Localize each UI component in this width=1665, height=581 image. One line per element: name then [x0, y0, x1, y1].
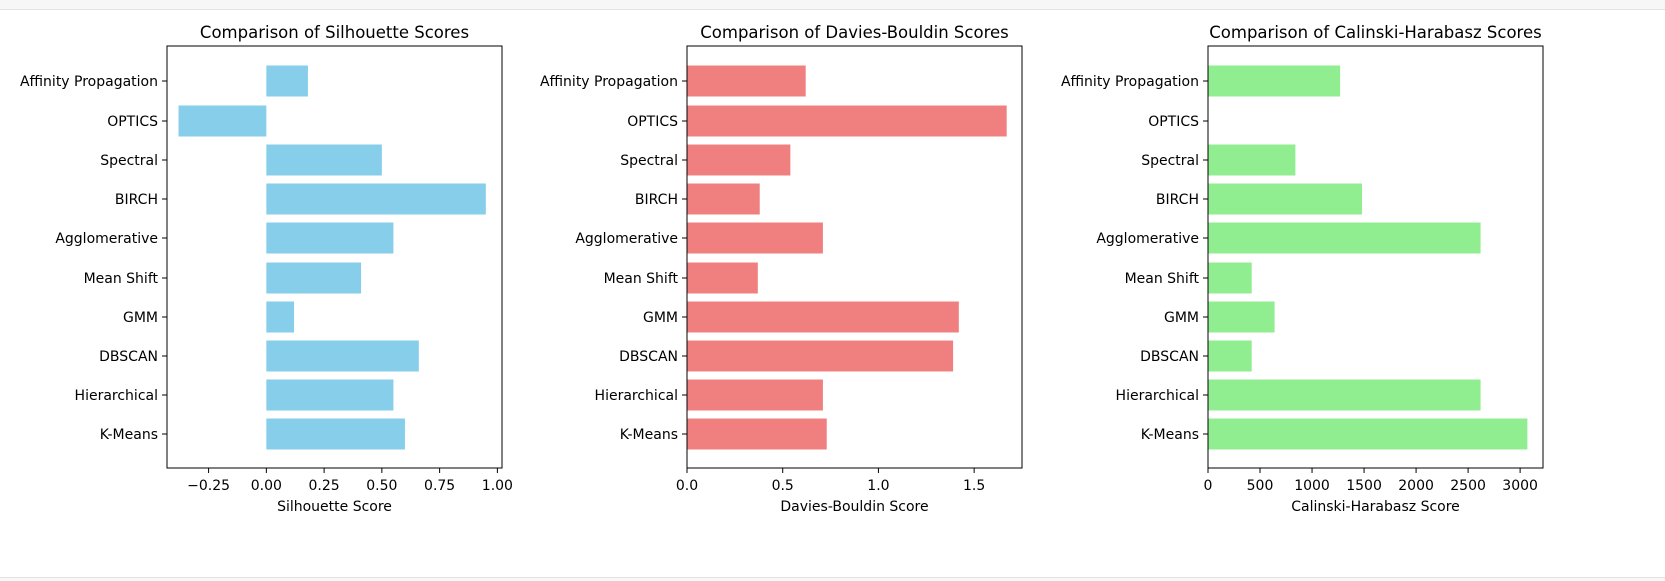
chart-title: Comparison of Davies-Bouldin Scores	[700, 23, 1009, 42]
bar-affinity-propagation	[687, 65, 806, 97]
bar-mean-shift	[266, 262, 362, 294]
y-tick-label: Mean Shift	[84, 271, 159, 287]
x-tick-label: 500	[1247, 478, 1274, 494]
x-tick-label: 2500	[1450, 478, 1486, 494]
bar-affinity-propagation	[1208, 65, 1341, 97]
bar-agglomerative	[266, 222, 394, 254]
plot-frame	[686, 45, 1023, 469]
bar-birch	[687, 183, 760, 215]
bar-spectral	[687, 144, 791, 176]
bar-gmm	[687, 301, 959, 333]
y-tick-label: GMM	[123, 310, 158, 326]
y-tick-label: K-Means	[1141, 427, 1199, 443]
x-tick-label: −0.25	[187, 478, 230, 494]
y-tick-label: Mean Shift	[1125, 271, 1200, 287]
y-tick-label: DBSCAN	[619, 349, 678, 365]
y-tick-label: DBSCAN	[1140, 349, 1199, 365]
x-tick-label: 0.75	[424, 478, 455, 494]
x-tick-label: 2000	[1398, 478, 1434, 494]
y-tick-label: Spectral	[1141, 153, 1199, 169]
y-tick-label: Agglomerative	[1096, 231, 1199, 247]
bar-spectral	[1208, 144, 1296, 176]
x-tick-label: 3000	[1502, 478, 1538, 494]
y-tick-label: K-Means	[620, 427, 678, 443]
bar-dbscan	[687, 340, 954, 372]
y-tick-label: BIRCH	[1156, 192, 1199, 208]
y-tick-label: Hierarchical	[1116, 388, 1199, 404]
plot-frame	[1207, 45, 1544, 469]
x-tick-label: 1.5	[963, 478, 985, 494]
y-tick-label: OPTICS	[627, 114, 678, 130]
x-tick-label: 1000	[1294, 478, 1330, 494]
chart-panel-3: K-Means Hierarchical DBSCAN GMM Mean Shift Ag…	[1061, 23, 1544, 515]
bar-birch	[1208, 183, 1362, 215]
x-tick-label: 1500	[1346, 478, 1382, 494]
x-tick-label: 0.50	[366, 478, 397, 494]
bottom-scroll-strip	[0, 577, 1665, 581]
bar-gmm	[266, 301, 295, 333]
y-tick-label: Hierarchical	[75, 388, 158, 404]
x-tick-label: 1.00	[482, 478, 513, 494]
x-tick-label: 0.00	[251, 478, 282, 494]
y-tick-label: BIRCH	[635, 192, 678, 208]
bar-mean-shift	[687, 262, 758, 294]
y-tick-label: Spectral	[620, 153, 678, 169]
bar-birch	[266, 183, 486, 215]
bar-hierarchical	[1208, 379, 1481, 411]
y-tick-label: Spectral	[100, 153, 158, 169]
x-tick-label: 1.0	[867, 478, 889, 494]
y-tick-label: Affinity Propagation	[20, 74, 158, 90]
y-tick-label: GMM	[1164, 310, 1199, 326]
x-tick-label: 0.25	[309, 478, 340, 494]
x-tick-label: 0.5	[772, 478, 794, 494]
bar-k-means	[266, 418, 405, 450]
x-tick-label: 0	[1204, 478, 1213, 494]
bar-dbscan	[266, 340, 419, 372]
y-tick-label: Agglomerative	[55, 231, 158, 247]
y-tick-label: BIRCH	[115, 192, 158, 208]
bar-optics	[178, 105, 267, 137]
y-tick-label: Affinity Propagation	[540, 74, 678, 90]
y-tick-label: K-Means	[100, 427, 158, 443]
y-tick-label: OPTICS	[107, 114, 158, 130]
chart-title: Comparison of Calinski-Harabasz Scores	[1209, 23, 1541, 42]
bar-agglomerative	[687, 222, 823, 254]
bar-dbscan	[1208, 340, 1252, 372]
bar-k-means	[1208, 418, 1528, 450]
chart-title: Comparison of Silhouette Scores	[200, 23, 469, 42]
bar-agglomerative	[1208, 222, 1481, 254]
y-tick-label: Mean Shift	[604, 271, 679, 287]
bar-optics	[687, 105, 1007, 137]
y-tick-label: Hierarchical	[595, 388, 678, 404]
y-tick-label: DBSCAN	[99, 349, 158, 365]
y-tick-label: OPTICS	[1148, 114, 1199, 130]
bar-hierarchical	[266, 379, 394, 411]
x-axis-label: Silhouette Score	[277, 499, 392, 515]
bar-spectral	[266, 144, 382, 176]
x-axis-label: Davies-Bouldin Score	[780, 499, 928, 515]
chart-panel-2: K-Means Hierarchical DBSCAN GMM Mean Shift Ag…	[540, 23, 1023, 515]
plot-frame	[166, 45, 503, 469]
bar-affinity-propagation	[266, 65, 308, 97]
x-tick-label: 0.0	[676, 478, 698, 494]
y-tick-label: GMM	[643, 310, 678, 326]
top-toolbar-strip	[0, 0, 1665, 10]
y-tick-label: Agglomerative	[575, 231, 678, 247]
bar-mean-shift	[1208, 262, 1252, 294]
chart-panel-1: K-Means Hierarchical DBSCAN GMM Mean Shift Ag…	[20, 23, 513, 515]
bar-hierarchical	[687, 379, 823, 411]
y-tick-label: Affinity Propagation	[1061, 74, 1199, 90]
x-axis-label: Calinski-Harabasz Score	[1291, 499, 1460, 515]
bar-gmm	[1208, 301, 1275, 333]
bar-k-means	[687, 418, 827, 450]
